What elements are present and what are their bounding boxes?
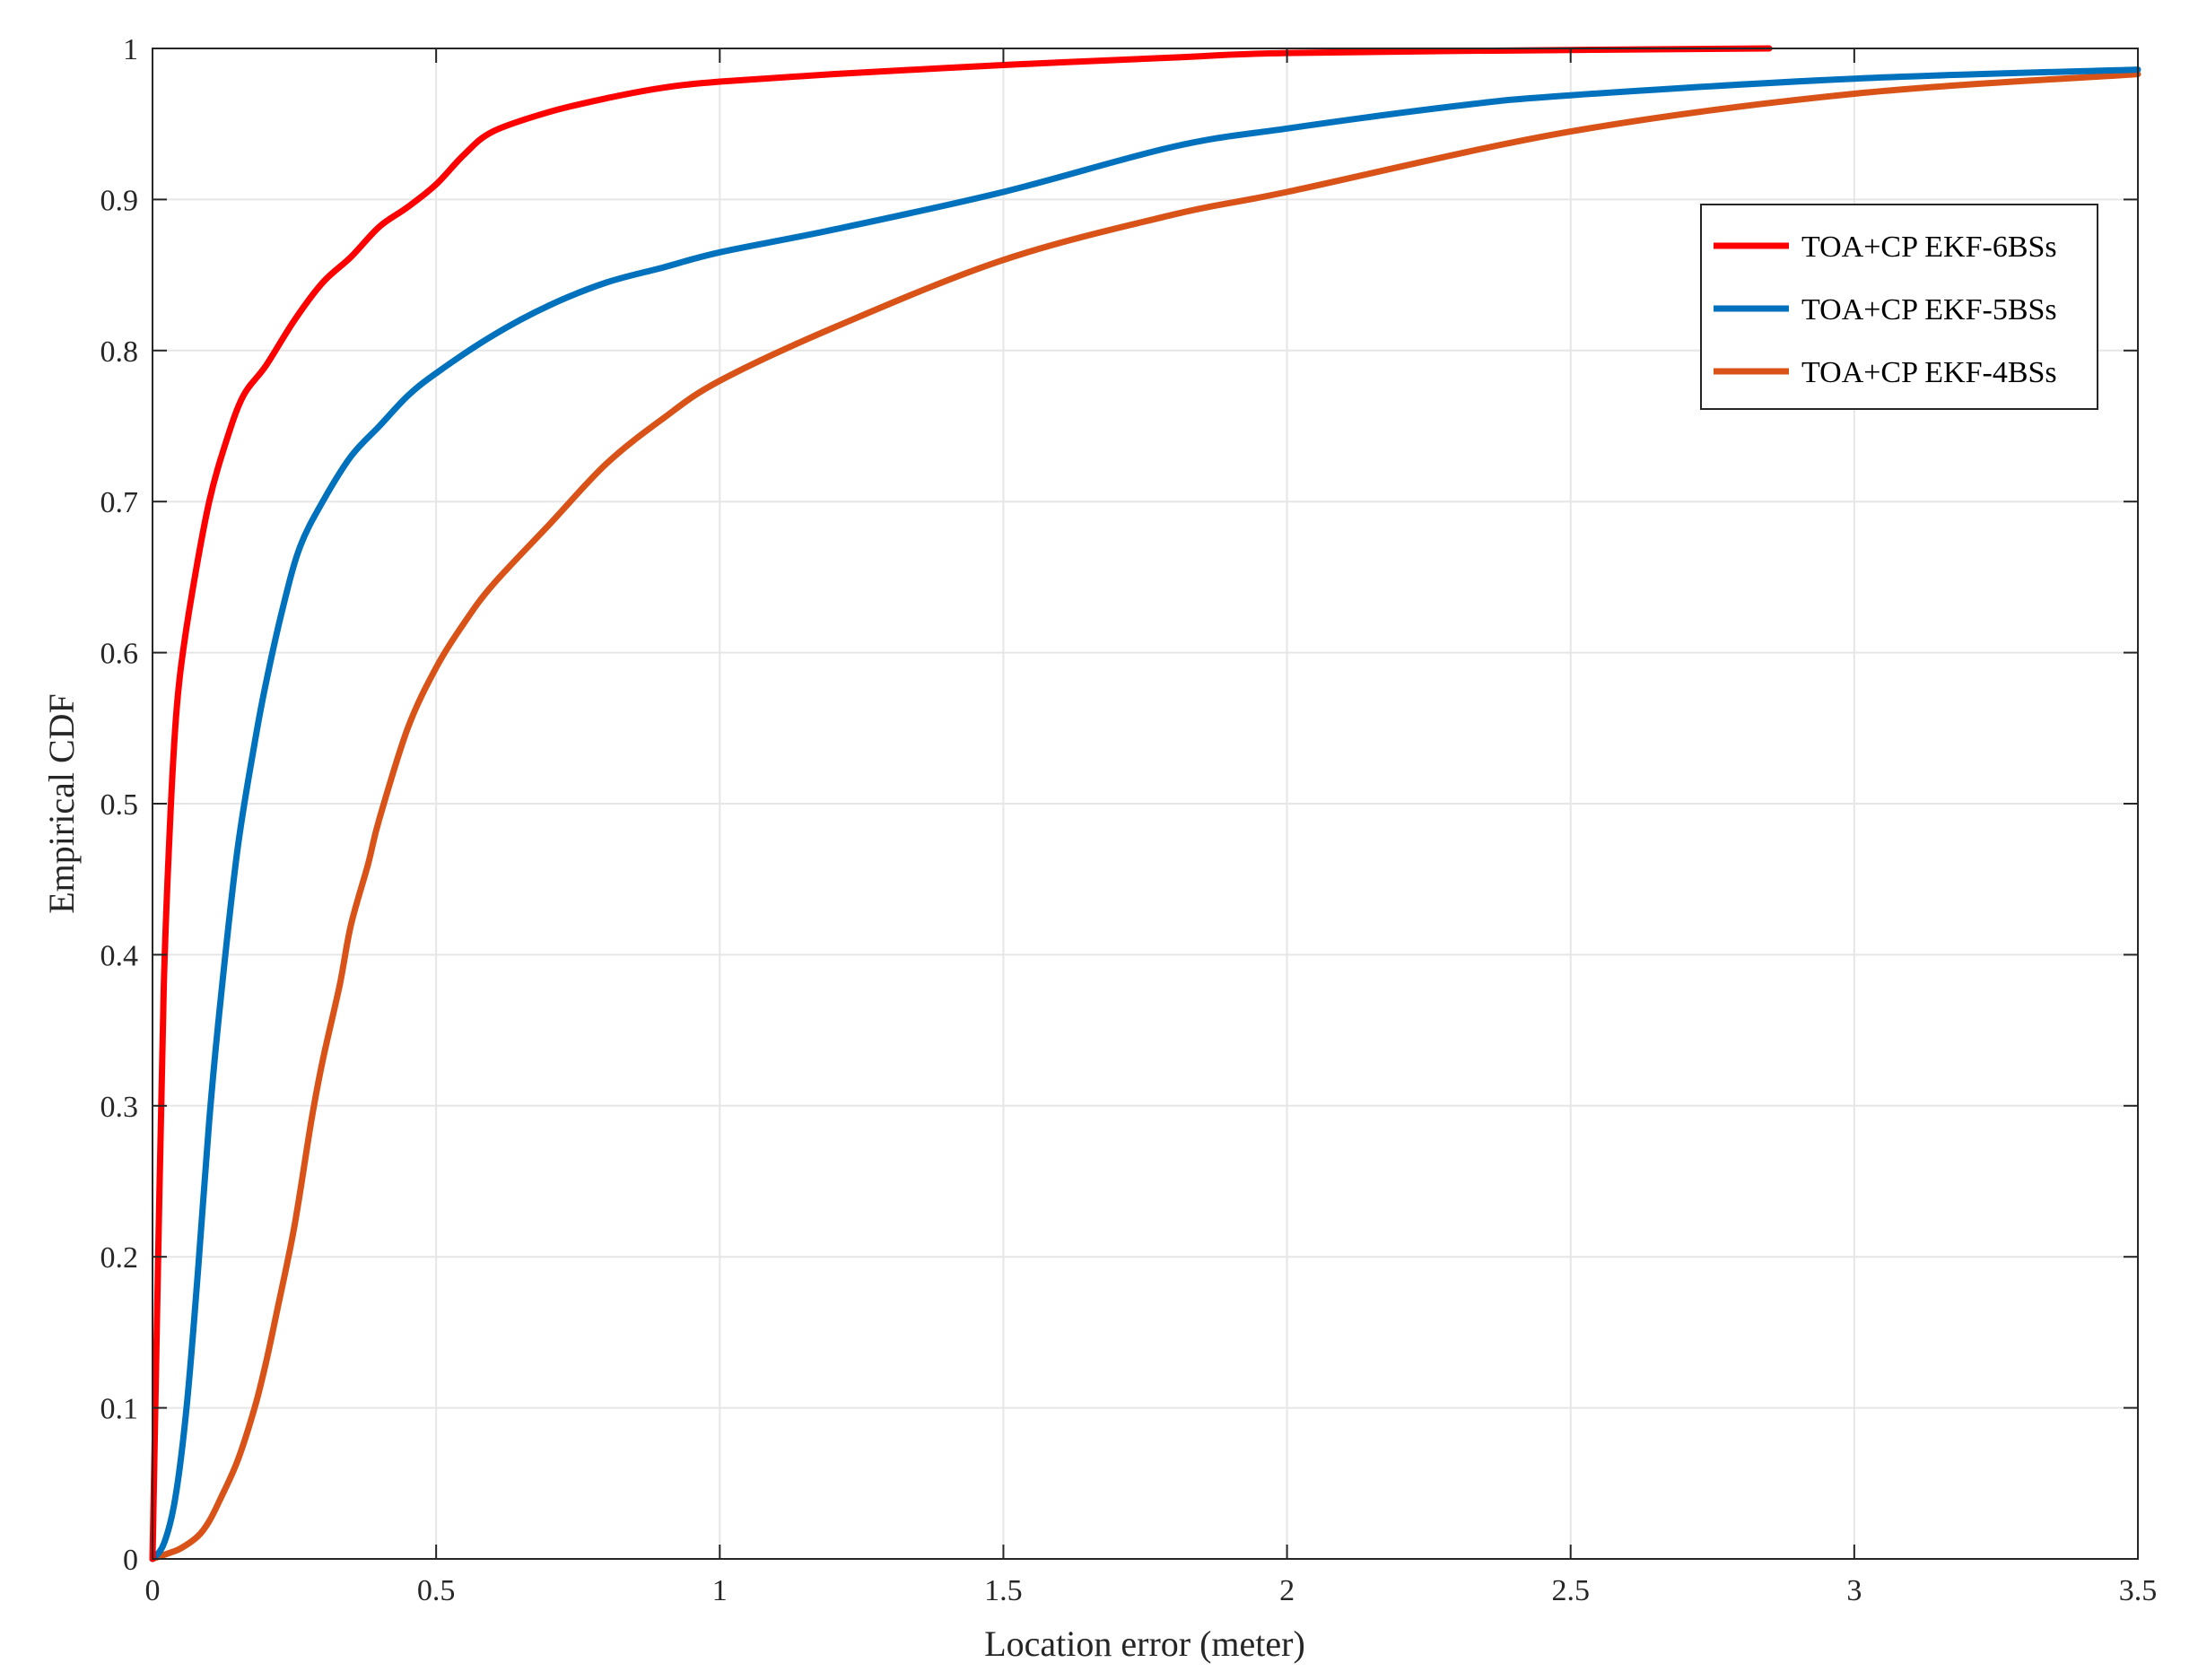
y-tick-label: 0.2 <box>100 1241 139 1275</box>
legend: TOA+CP EKF-6BSs TOA+CP EKF-5BSs TOA+CP EKF… <box>1700 204 2098 410</box>
y-tick-label: 0.5 <box>100 788 139 822</box>
x-tick-label: 2 <box>1279 1574 1295 1607</box>
legend-label-2: TOA+CP EKF-4BSs <box>1801 356 2057 389</box>
x-tick-label: 3 <box>1846 1574 1862 1607</box>
y-tick-label: 0.8 <box>100 335 139 369</box>
y-tick-label: 0.7 <box>100 486 139 519</box>
series-lines <box>149 45 2141 1562</box>
y-tick-label: 0.6 <box>100 638 139 671</box>
y-tick-label: 0.9 <box>100 184 139 217</box>
y-tick-label: 1 <box>123 33 138 66</box>
y-tick-label: 0 <box>123 1544 138 1577</box>
y-tick-label: 0.4 <box>100 939 139 972</box>
grid-lines <box>153 48 2138 1559</box>
y-tick-label: 0.1 <box>100 1393 139 1426</box>
x-tick-label: 1 <box>712 1574 728 1607</box>
y-tick-label: 0.3 <box>100 1091 139 1124</box>
x-tick-label: 2.5 <box>1551 1574 1590 1607</box>
series-line-1 <box>149 66 2141 1562</box>
axis-ticks <box>152 48 2139 1560</box>
tick-labels: 0 0.5 1 1.5 2 2.5 3 3.5 0 0.1 0.2 0.3 0.4 0.5 0.6 0.7 0.… <box>100 33 2158 1607</box>
series-line-2 <box>149 71 2141 1562</box>
legend-label-0: TOA+CP EKF-6BSs <box>1801 231 2057 264</box>
x-tick-label: 0 <box>145 1574 161 1607</box>
series-line-0 <box>149 45 1773 1562</box>
legend-label-1: TOA+CP EKF-5BSs <box>1801 293 2057 326</box>
x-tick-label: 1.5 <box>984 1574 1023 1607</box>
x-tick-label: 0.5 <box>417 1574 456 1607</box>
x-tick-label: 3.5 <box>2119 1574 2158 1607</box>
y-axis-label: Empirical CDF <box>41 693 82 914</box>
x-axis-label: Location error (meter) <box>984 1623 1305 1664</box>
